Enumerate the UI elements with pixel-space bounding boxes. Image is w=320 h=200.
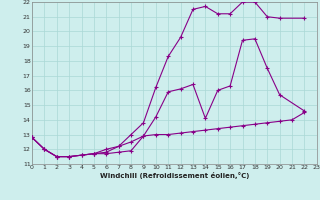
X-axis label: Windchill (Refroidissement éolien,°C): Windchill (Refroidissement éolien,°C)	[100, 172, 249, 179]
